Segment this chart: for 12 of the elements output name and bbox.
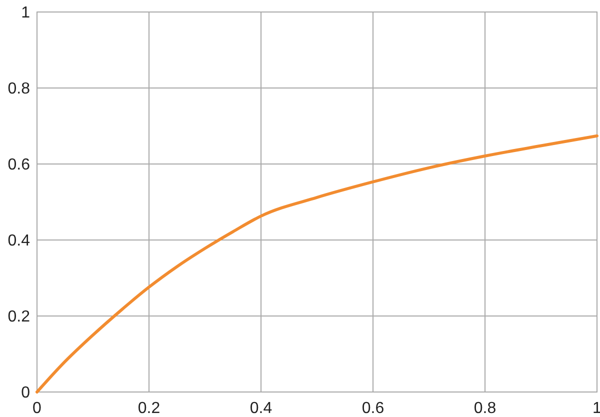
x-tick-label: 0.2	[138, 400, 160, 417]
x-tick-label: 0.6	[362, 400, 384, 417]
x-tick-label: 0.4	[250, 400, 272, 417]
y-tick-label: 1	[21, 4, 30, 22]
y-tick-label: 0.2	[8, 308, 30, 326]
y-tick-label: 0.8	[8, 80, 30, 98]
line-series	[36, 134, 598, 394]
x-tick-label: 0.8	[474, 400, 496, 417]
y-tick-label: 0.4	[8, 232, 30, 250]
y-tick-label: 0	[21, 384, 30, 402]
y-tick-label: 0.6	[8, 156, 30, 174]
x-tick-label: 0	[32, 400, 42, 417]
